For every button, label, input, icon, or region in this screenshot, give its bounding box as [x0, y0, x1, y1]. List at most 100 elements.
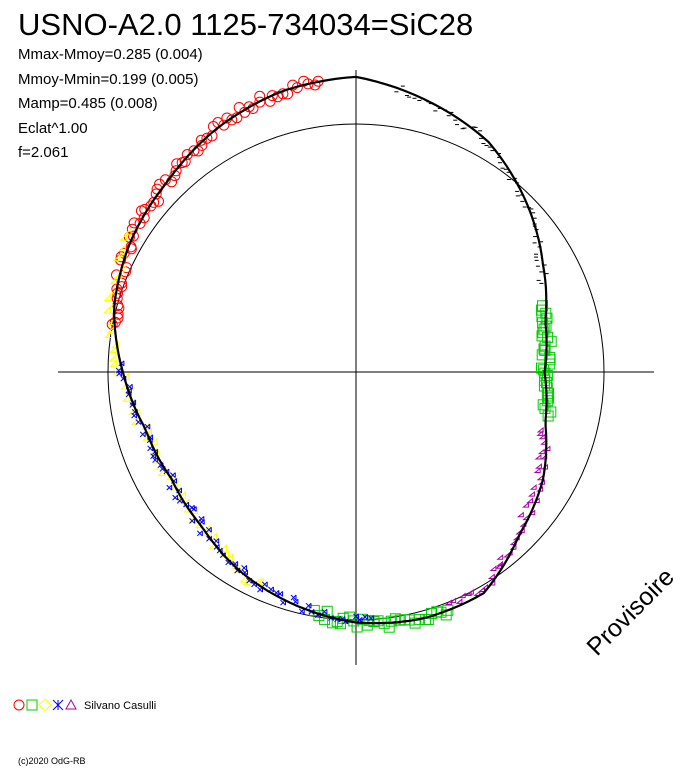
data-point: [196, 530, 203, 537]
data-point: [543, 445, 551, 451]
data-point: [529, 484, 537, 490]
data-point: [226, 114, 238, 126]
data-point: [496, 554, 504, 560]
data-point: [305, 602, 312, 609]
data-point: [112, 253, 121, 262]
stat-line: Mmoy-Mmin=0.199 (0.005): [18, 71, 198, 88]
data-point: [534, 453, 542, 460]
data-point: [106, 318, 118, 330]
data-point: [422, 614, 434, 625]
data-point: [290, 594, 297, 601]
data-point: [449, 597, 457, 604]
data-point: [537, 300, 548, 312]
data-point: [181, 149, 193, 160]
data-point: [455, 598, 463, 604]
data-point: [298, 75, 310, 87]
data-point: [261, 581, 268, 588]
data-point: [538, 343, 550, 355]
stat-line: Mmax-Mmoy=0.285 (0.004): [18, 46, 203, 63]
data-point: [106, 325, 115, 334]
data-point: [526, 497, 534, 504]
data-point: [188, 145, 200, 157]
data-point: [119, 233, 128, 241]
data-point: [103, 293, 112, 301]
legend-observer: Silvano Casulli: [84, 700, 156, 712]
chart-title: USNO-A2.0 1125-734034=SiC28: [18, 7, 473, 42]
data-point: [166, 484, 173, 491]
data-point: [537, 448, 545, 455]
data-point: [473, 590, 481, 596]
data-point: [104, 330, 112, 338]
stat-line: f=2.061: [18, 144, 68, 161]
copyright-text: (c)2020 OdG-RB: [18, 756, 86, 766]
data-point: [134, 217, 146, 229]
data-point: [145, 200, 157, 212]
data-point: [190, 506, 199, 515]
data-point: [189, 518, 196, 524]
data-point: [368, 615, 374, 622]
data-point: [536, 430, 544, 436]
data-point: [113, 271, 122, 279]
data-point: [116, 370, 123, 377]
stat-line: Eclat^1.00: [18, 120, 88, 137]
data-point: [109, 345, 117, 353]
data-point: [534, 463, 542, 469]
data-point: [516, 511, 524, 518]
data-point: [496, 560, 504, 567]
data-point: [321, 608, 328, 615]
data-point: [362, 614, 368, 621]
data-point: [487, 573, 495, 579]
data-point: [109, 359, 118, 368]
data-point: [241, 565, 248, 571]
data-point: [149, 437, 158, 446]
legend-marker: [38, 698, 52, 712]
data-point: [458, 592, 466, 599]
data-point: [139, 431, 146, 438]
data-point: [331, 615, 343, 627]
data-point: [542, 410, 554, 422]
data-point: [466, 589, 474, 595]
data-point: [176, 157, 188, 169]
legend-marker: [65, 698, 77, 710]
data-point: [527, 491, 535, 497]
data-point: [127, 230, 139, 242]
data-point: [536, 362, 547, 374]
watermark-text: Provisoire: [581, 563, 679, 661]
fit-curve: [112, 75, 548, 625]
legend-marker: [26, 699, 38, 711]
data-point: [218, 119, 230, 131]
data-point: [266, 90, 278, 102]
stat-line: Mamp=0.485 (0.008): [18, 95, 158, 112]
data-point: [533, 467, 541, 473]
data-point: [538, 364, 550, 376]
data-point: [521, 502, 529, 508]
data-point: [103, 305, 111, 314]
data-point: [148, 196, 160, 208]
data-point: [536, 311, 548, 323]
data-point: [536, 426, 544, 433]
data-point: [118, 243, 127, 252]
legend: [13, 698, 77, 712]
data-point: [123, 227, 132, 236]
data-point: [108, 353, 117, 362]
data-points: [103, 75, 557, 633]
data-point: [209, 532, 218, 540]
data-point: [287, 79, 299, 91]
data-point: [442, 604, 454, 616]
data-point: [489, 565, 497, 571]
data-point: [538, 433, 546, 440]
data-point: [170, 165, 182, 177]
data-point: [205, 526, 212, 533]
data-point: [225, 553, 234, 562]
data-point: [242, 577, 251, 586]
data-point: [478, 586, 486, 593]
data-point: [190, 506, 197, 512]
data-point: [277, 590, 284, 597]
data-point: [528, 509, 536, 516]
data-point: [254, 96, 266, 108]
data-point: [172, 494, 179, 501]
data-point: [538, 323, 550, 335]
legend-marker: [13, 699, 25, 711]
reference-circle: [107, 123, 605, 621]
